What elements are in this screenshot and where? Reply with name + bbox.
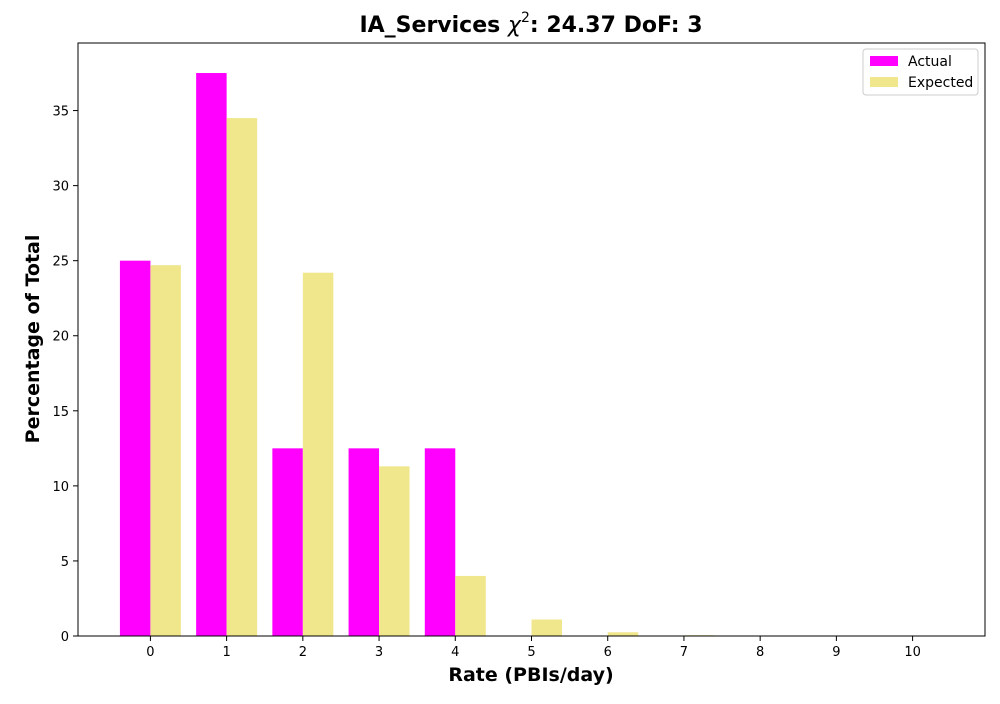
x-tick-label: 2 <box>299 645 307 660</box>
legend-swatch-actual <box>870 56 898 66</box>
x-axis-label: Rate (PBIs/day) <box>448 664 613 686</box>
legend-label-expected: Expected <box>908 75 973 91</box>
bar-expected-1 <box>226 118 258 636</box>
chart-title-chi-symbol: χ <box>507 13 522 38</box>
y-tick-label: 20 <box>52 330 69 345</box>
x-tick-label: 10 <box>904 645 921 660</box>
bar-expected-2 <box>302 272 334 636</box>
bar-expected-5 <box>531 619 562 636</box>
bar-actual-0 <box>119 260 151 636</box>
y-tick-label: 10 <box>52 480 69 495</box>
bar-expected-4 <box>455 575 486 636</box>
y-tick-label: 15 <box>52 405 69 420</box>
bar-actual-4 <box>424 448 456 636</box>
chart-title-prefix: IA_Services <box>359 13 507 38</box>
bar-expected-0 <box>150 265 181 636</box>
bar-expected-3 <box>379 466 410 636</box>
chart-title-suffix: : 24.37 DoF: 3 <box>530 13 703 38</box>
x-tick-label: 9 <box>832 645 840 660</box>
legend: Actual Expected <box>862 48 979 96</box>
bar-expected-6 <box>607 632 639 636</box>
x-tick-label: 7 <box>680 645 688 660</box>
chart-title-superscript: 2 <box>521 10 530 26</box>
x-tick-label: 5 <box>527 645 535 660</box>
x-tick-label: 3 <box>375 645 383 660</box>
x-tick-label: 1 <box>222 645 230 660</box>
bar-actual-3 <box>348 448 380 636</box>
y-tick-label: 5 <box>61 555 69 570</box>
legend-swatch-expected <box>870 77 898 87</box>
bars-layer <box>119 73 715 636</box>
y-tick-label: 0 <box>61 630 69 645</box>
bar-actual-2 <box>272 448 303 636</box>
plot-frame <box>77 42 986 637</box>
chart-title: IA_Services χ2: 24.37 DoF: 3 <box>359 10 702 38</box>
y-tick-label: 30 <box>52 180 69 195</box>
y-tick-label: 35 <box>52 105 69 120</box>
y-axis-label: Percentage of Total <box>22 235 44 444</box>
x-axis: 0 1 2 3 4 5 6 7 8 9 10 <box>146 636 921 660</box>
x-tick-label: 4 <box>451 645 459 660</box>
legend-label-actual: Actual <box>908 54 952 70</box>
y-axis: 0 5 10 15 20 25 30 35 <box>52 105 78 645</box>
x-tick-label: 0 <box>146 645 154 660</box>
bar-actual-1 <box>196 73 227 636</box>
x-tick-label: 8 <box>756 645 764 660</box>
y-tick-label: 25 <box>52 255 69 270</box>
x-tick-label: 6 <box>604 645 612 660</box>
